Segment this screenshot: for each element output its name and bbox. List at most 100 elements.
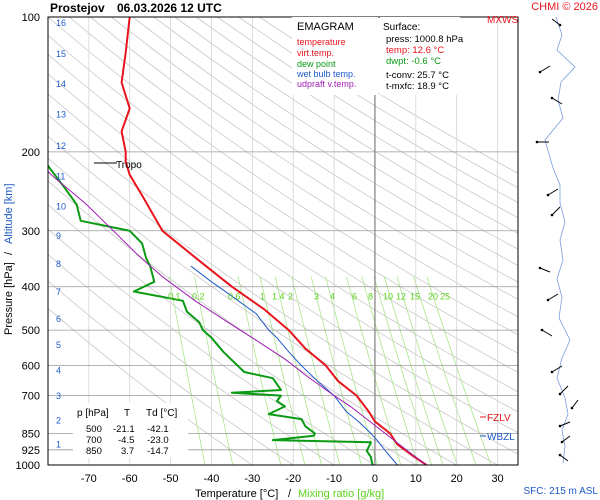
dry-adiabat xyxy=(111,17,518,283)
data-table xyxy=(73,403,188,458)
wind-barb-dot xyxy=(540,328,544,332)
wind-speed-profile xyxy=(544,16,576,464)
mixing-ratio-label: 6 xyxy=(352,292,357,302)
altitude-tick-label: 10 xyxy=(56,202,66,212)
surface-tconv: t-conv: 25.7 °C xyxy=(386,70,449,81)
wind-barb-dot xyxy=(570,406,574,410)
table-cell: -21.1 xyxy=(113,424,135,435)
wbzl-label: WBZL xyxy=(487,432,515,443)
dry-adiabat xyxy=(68,17,518,318)
wind-barb-dot xyxy=(558,424,562,428)
altitude-tick-label: 5 xyxy=(56,340,61,350)
mixing-ratio-label: 20 xyxy=(428,292,438,302)
plot-frame xyxy=(47,16,519,466)
series-temperature xyxy=(120,17,428,465)
table-cell: -4.5 xyxy=(118,435,134,446)
mixing-ratio-label: 0.1 xyxy=(168,292,181,302)
y-tick-label: 850 xyxy=(22,428,40,440)
legend-box xyxy=(292,17,378,95)
table-cell: -14.7 xyxy=(147,446,169,457)
dry-adiabat xyxy=(195,17,518,219)
altitude-tick-label: 9 xyxy=(56,231,61,241)
altitude-tick-label: 1 xyxy=(56,440,61,450)
altitude-tick-label: 7 xyxy=(56,287,61,297)
table-cell: -42.1 xyxy=(147,424,169,435)
table-cell: 500 xyxy=(86,424,102,435)
surface-temp: temp: 12.6 °C xyxy=(386,45,444,56)
wind-barb-dot xyxy=(550,370,554,374)
wind-barb xyxy=(541,329,553,337)
wind-barb xyxy=(551,18,561,26)
wind-barb xyxy=(561,435,571,443)
dry-adiabat xyxy=(90,17,518,300)
wind-barb-dot xyxy=(550,96,554,100)
y-tick-label: 400 xyxy=(22,282,40,294)
altitude-tick-label: 3 xyxy=(56,391,61,401)
dry-adiabat xyxy=(48,53,518,373)
wind-barb xyxy=(547,188,559,196)
x-tick-label: -70 xyxy=(81,473,97,485)
x-tick-label: -40 xyxy=(204,473,220,485)
y-tick-label: 925 xyxy=(22,445,40,457)
mixing-ratio-line xyxy=(259,276,306,465)
legend-title: EMAGRAM xyxy=(297,21,354,33)
x-tick-label: -10 xyxy=(326,473,342,485)
wind-barb xyxy=(551,365,563,373)
series-dew-point xyxy=(48,164,374,465)
dry-adiabat xyxy=(174,17,518,234)
mixing-ratio-line xyxy=(383,276,444,465)
dry-adiabat xyxy=(48,17,518,336)
date-time: 06.03.2026 12 UTC xyxy=(117,1,222,15)
wind-barb-dot xyxy=(538,266,542,270)
legend-updraft: udpraft v.temp. xyxy=(297,79,356,89)
altitude-tick-label: 2 xyxy=(56,415,61,425)
x-tick-label: 0 xyxy=(372,473,378,485)
y-tick-label: 700 xyxy=(22,391,40,403)
wind-barb-dot xyxy=(538,70,542,74)
wind-barb xyxy=(559,454,569,462)
dry-adiabat xyxy=(132,17,518,266)
y-tick-label: 1000 xyxy=(16,460,40,472)
mixing-ratio-label: 1.4 xyxy=(272,292,285,302)
legend-temperature: temperature xyxy=(297,37,346,47)
x-axis-title-mixing: Mixing ratio [g/kg] xyxy=(298,488,384,500)
legend-wet-bulb: wet bulb temp. xyxy=(296,69,356,79)
mixing-ratio-line xyxy=(373,276,432,465)
dry-adiabat xyxy=(48,280,294,465)
mixing-ratio-label: 3 xyxy=(314,292,319,302)
x-tick-label: -60 xyxy=(122,473,138,485)
mxws-label: MXWS xyxy=(487,15,518,26)
x-tick-label: -30 xyxy=(244,473,260,485)
surface-box xyxy=(380,17,460,95)
y-tick-label: 500 xyxy=(22,325,40,337)
table-cell: -23.0 xyxy=(147,435,169,446)
mixing-ratio-label: 0.6 xyxy=(228,292,241,302)
mixing-ratio-label: 0.2 xyxy=(192,292,205,302)
table-cell: 700 xyxy=(86,435,102,446)
dry-adiabat xyxy=(216,17,518,204)
wind-barb xyxy=(539,267,551,273)
x-axis-title-sep: / xyxy=(288,488,292,500)
wind-barb-dot xyxy=(560,440,564,444)
mixing-ratio-label: 15 xyxy=(410,292,420,302)
y-tick-label: 600 xyxy=(22,361,40,373)
altitude-tick-label: 14 xyxy=(56,79,66,89)
altitude-tick-label: 12 xyxy=(56,141,66,151)
wind-barb xyxy=(551,97,563,105)
mixing-ratio-label: 4 xyxy=(330,292,335,302)
sfc-label: SFC: 215 m ASL xyxy=(524,486,599,497)
legend-dew-point: dew point xyxy=(297,59,336,69)
wind-barb xyxy=(559,421,571,427)
dry-adiabat xyxy=(153,17,518,250)
legend-virt-temp: virt.temp. xyxy=(297,48,334,58)
series-wet-bulb-temp xyxy=(190,265,398,465)
mixing-ratio-label: 25 xyxy=(440,292,450,302)
wind-barb-dot xyxy=(546,193,550,197)
altitude-tick-label: 15 xyxy=(56,49,66,59)
table-header-p: p [hPa] xyxy=(77,408,109,419)
y-axis-title-altitude: Altitude [km] xyxy=(3,183,15,244)
mixing-ratio-line xyxy=(346,276,402,465)
table-cell: 850 xyxy=(86,446,102,457)
mixing-ratio-line xyxy=(237,276,282,465)
altitude-tick-label: 16 xyxy=(56,18,66,28)
